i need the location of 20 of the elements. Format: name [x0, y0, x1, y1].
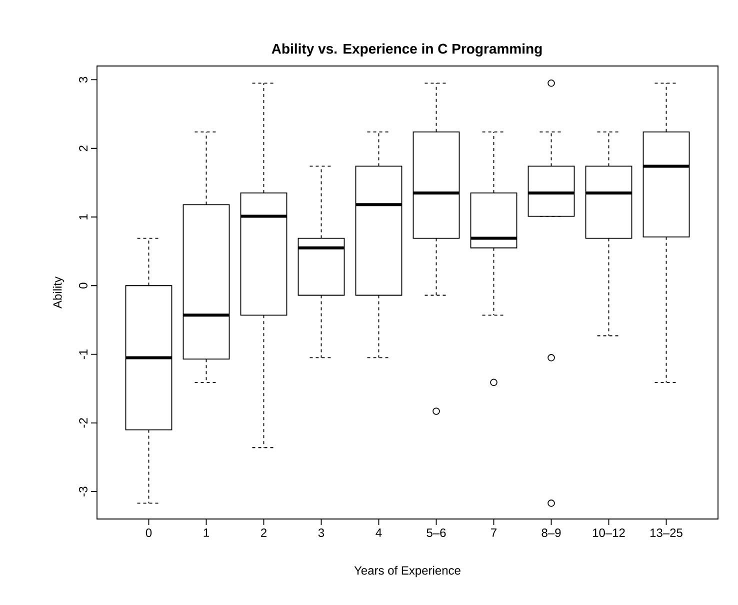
x-tick-label: 1: [204, 528, 209, 537]
x-axis-title: Years of Experience: [354, 566, 460, 578]
x-tick-label: 13–25: [650, 528, 682, 538]
y-tick-label: 2: [79, 146, 88, 152]
x-tick-label: 8–9: [542, 528, 561, 538]
y-tick-label: -3: [78, 486, 88, 496]
y-axis-title: Ability: [52, 276, 64, 308]
x-tick-label: 10–12: [592, 528, 625, 538]
y-tick-label: -2: [79, 418, 88, 428]
x-tick-label: 5–6: [426, 528, 446, 538]
chart-title: Ability vs. Experience in C Programming: [272, 43, 542, 57]
x-tick-label: 7: [491, 528, 496, 537]
x-tick-label: 2: [261, 528, 266, 537]
x-tick-label: 0: [146, 528, 152, 538]
y-tick-label: 1: [79, 214, 88, 220]
y-tick-label: 0: [78, 282, 88, 288]
x-tick-label: 3: [318, 528, 324, 538]
y-tick-label: 3: [78, 76, 88, 83]
y-tick-label: -1: [79, 350, 88, 360]
x-tick-label: 4: [376, 528, 382, 537]
